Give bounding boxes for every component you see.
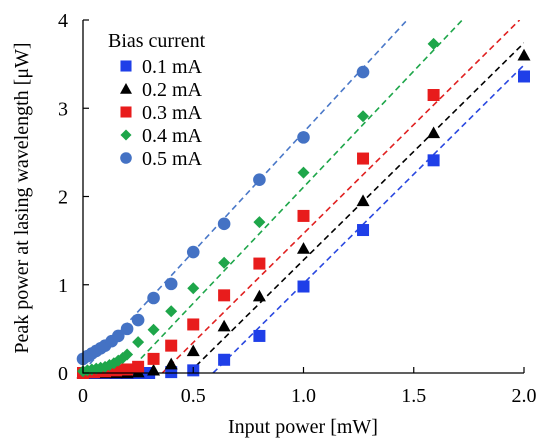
point-0-4-ma (297, 166, 310, 179)
point-0-3-ma (357, 152, 370, 165)
point-0-4-ma (121, 348, 134, 361)
legend-marker-0-1-ma (120, 60, 132, 72)
legend-entry-0-2-ma: 0.2 mA (120, 79, 203, 101)
point-0-2-ma (517, 48, 531, 61)
y-tick-label: 4 (58, 10, 68, 32)
x-tick-label: 1.5 (401, 385, 426, 407)
point-0-4-ma (357, 110, 370, 123)
point-0-1-ma (297, 280, 310, 293)
legend-label-0-2-ma: 0.2 mA (142, 79, 203, 101)
point-0-5-ma (297, 131, 310, 144)
point-0-5-ma (111, 329, 125, 343)
point-0-3-ma (297, 209, 310, 222)
point-0-4-ma (218, 256, 231, 269)
point-0-2-ma (186, 344, 200, 357)
legend-label-0-4-ma: 0.4 mA (142, 125, 203, 147)
point-0-3-ma (165, 339, 178, 352)
legend-entry-0-4-ma: 0.4 mA (120, 125, 203, 147)
point-0-5-ma (186, 245, 200, 259)
point-0-4-ma (253, 216, 266, 229)
point-0-2-ma (164, 357, 178, 370)
x-tick-label: 0 (78, 385, 88, 407)
legend-title: Bias current (108, 30, 206, 52)
legend-marker-0-3-ma (120, 106, 132, 118)
legend-entry-0-3-ma: 0.3 mA (120, 102, 203, 124)
tick-labels: 0 0.5 1.0 1.5 2.0 0 1 2 3 4 (58, 10, 537, 407)
point-0-1-ma (427, 154, 440, 167)
x-tick-label: 1.0 (291, 385, 316, 407)
point-0-3-ma (121, 363, 134, 376)
x-tick-label: 0.5 (181, 385, 206, 407)
point-0-3-ma (218, 289, 231, 302)
fit-line-0-2-ma (188, 42, 524, 373)
x-tick-label: 2.0 (512, 385, 537, 407)
point-0-1-ma (218, 353, 231, 366)
point-0-5-ma (131, 313, 145, 327)
y-tick-label: 2 (58, 187, 68, 209)
series-0-4-ma (77, 37, 440, 378)
point-0-3-ma (132, 360, 145, 373)
legend-entry-0-1-ma: 0.1 mA (120, 56, 203, 78)
point-0-3-ma (147, 352, 160, 365)
legend-marker-0-4-ma (120, 129, 132, 141)
point-0-2-ma (217, 319, 231, 332)
point-0-4-ma (427, 37, 440, 50)
point-0-2-ma (297, 242, 310, 254)
x-axis-label: Input power [mW] (228, 416, 378, 438)
point-0-3-ma (253, 257, 266, 270)
point-0-3-ma (427, 89, 440, 102)
axes (82, 19, 525, 374)
legend-label-0-5-ma: 0.5 mA (142, 148, 203, 170)
legend-marker-0-5-ma (120, 152, 132, 164)
point-0-4-ma (132, 336, 145, 349)
point-0-2-ma (427, 126, 441, 139)
point-0-2-ma (356, 194, 370, 207)
fit-line-0-1-ma (212, 64, 524, 373)
point-0-5-ma (356, 65, 370, 79)
y-tick-label: 1 (58, 275, 68, 297)
y-axis-label: Peak power at lasing wavelength [μW] (11, 42, 33, 353)
point-0-5-ma (217, 217, 231, 231)
legend-marker-0-2-ma (120, 83, 132, 94)
point-0-5-ma (120, 322, 134, 336)
point-0-4-ma (187, 282, 200, 295)
point-0-5-ma (253, 173, 266, 187)
y-tick-label: 0 (58, 363, 68, 385)
legend-entry-0-5-ma: 0.5 mA (120, 148, 203, 170)
legend-label-0-1-ma: 0.1 mA (142, 56, 203, 78)
legend-label-0-3-ma: 0.3 mA (142, 102, 203, 124)
data-points (76, 37, 531, 379)
point-0-2-ma (252, 289, 266, 302)
point-0-1-ma (253, 329, 266, 342)
point-0-3-ma (187, 318, 200, 331)
y-tick-label: 3 (58, 98, 68, 120)
point-0-5-ma (147, 291, 160, 305)
point-0-4-ma (165, 305, 178, 318)
point-0-1-ma (357, 224, 370, 237)
point-0-1-ma (518, 70, 530, 83)
point-0-4-ma (147, 323, 160, 336)
fit-line-0-4-ma (126, 20, 463, 373)
series-0-5-ma (76, 65, 370, 366)
legend: Bias current 0.1 mA0.2 mA0.3 mA0.4 mA0.5… (108, 30, 206, 170)
fit-line-0-3-ma (161, 20, 521, 373)
point-0-5-ma (164, 277, 178, 291)
fit-lines (83, 20, 524, 373)
